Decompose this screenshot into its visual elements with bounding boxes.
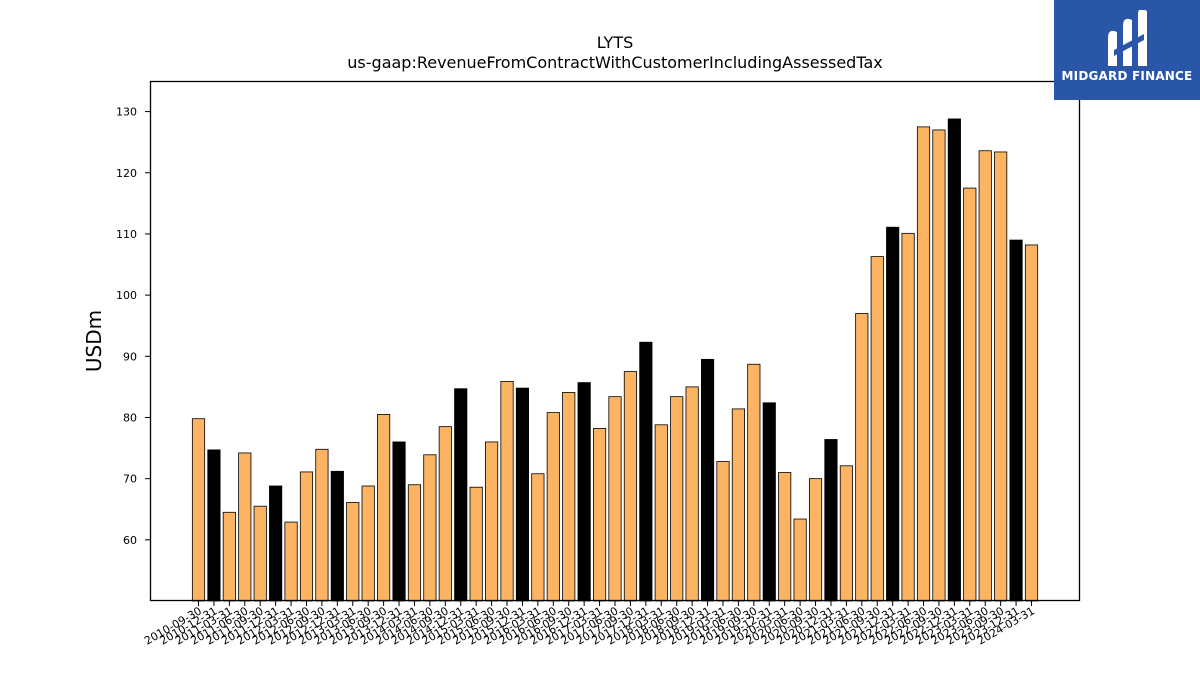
y-axis-ticks: 60 70 80 90 100 110 120 130 <box>116 106 150 547</box>
bar-2016-09-30 <box>562 391 576 602</box>
bar-2023-03-31 <box>963 187 977 602</box>
bar-2013-12-31 <box>392 441 406 602</box>
y-axis-label: USDm <box>82 310 106 372</box>
y-tick-label: 130 <box>116 106 137 119</box>
bar-2017-06-30 <box>608 396 622 602</box>
y-tick-label: 110 <box>116 228 137 241</box>
bar-2015-03-31 <box>469 486 483 602</box>
bar-2017-09-30 <box>623 371 638 602</box>
bar-2011-09-30 <box>253 505 267 602</box>
bar-2020-06-30 <box>793 518 807 602</box>
bar-2013-09-30 <box>377 414 391 602</box>
bar-2011-03-31 <box>222 511 236 602</box>
bar-2019-06-30 <box>731 408 745 602</box>
bar-2021-09-30 <box>870 256 884 602</box>
bar-2015-12-31 <box>515 387 530 602</box>
bar-2016-12-31 <box>577 382 591 602</box>
bar-2020-09-30 <box>808 478 823 602</box>
chart-title: LYTS <box>597 33 634 52</box>
bar-2011-06-30 <box>238 452 252 602</box>
bar-2020-12-31 <box>824 439 838 602</box>
bar-2010-09-30 <box>191 418 206 602</box>
bar-2021-06-30 <box>855 313 869 602</box>
bar-2019-03-31 <box>716 461 730 602</box>
bar-2013-03-31 <box>346 502 360 602</box>
bar-2014-09-30 <box>438 426 452 602</box>
bar-2022-12-31 <box>947 118 961 602</box>
bar-2016-06-30 <box>546 412 560 602</box>
bar-2018-06-30 <box>670 396 684 602</box>
bar-2021-12-31 <box>886 226 900 602</box>
y-tick-label: 90 <box>123 350 137 363</box>
bar-2015-06-30 <box>485 441 499 602</box>
bar-2018-12-31 <box>700 358 715 602</box>
bar-2010-12-31 <box>207 449 221 602</box>
bar-2020-03-31 <box>778 472 792 602</box>
y-tick-label: 120 <box>116 167 137 180</box>
bar-2012-12-31 <box>330 470 344 602</box>
bar-2016-03-31 <box>531 473 545 602</box>
y-tick-label: 60 <box>123 534 137 547</box>
bar-2014-03-31 <box>407 484 422 602</box>
bar-2023-12-31 <box>1009 239 1023 602</box>
bar-2019-09-30 <box>747 363 761 602</box>
chart-subtitle: us-gaap:RevenueFromContractWithCustomerI… <box>347 53 882 72</box>
brand-logo: MIDGARD FINANCE <box>1054 0 1200 100</box>
x-axis-ticks: 2010-09-302010-12-312011-03-312011-06-30… <box>142 601 1037 648</box>
bar-2023-06-30 <box>978 150 992 602</box>
bar-2018-03-31 <box>654 424 668 602</box>
bar-2017-03-31 <box>593 428 607 602</box>
y-tick-label: 70 <box>123 473 137 486</box>
midgard-logo-icon <box>1108 10 1147 66</box>
bar-series <box>191 118 1039 602</box>
bar-2019-12-31 <box>762 402 776 602</box>
bar-2011-12-31 <box>269 485 283 602</box>
bar-2018-09-30 <box>685 386 699 602</box>
bar-2014-12-31 <box>454 388 468 602</box>
bar-2022-03-31 <box>901 232 915 602</box>
plot-frame <box>149 80 1081 602</box>
bar-2017-12-31 <box>639 341 653 602</box>
bar-2022-06-30 <box>916 126 931 602</box>
bar-2024-03-31 <box>1024 244 1039 602</box>
y-tick-label: 80 <box>123 411 137 424</box>
bar-2023-09-30 <box>994 151 1008 602</box>
bar-2013-06-30 <box>361 485 375 602</box>
bar-2012-06-30 <box>299 471 314 602</box>
y-tick-label: 100 <box>116 289 137 302</box>
bar-2015-09-30 <box>500 380 514 602</box>
bar-2022-09-30 <box>932 129 946 602</box>
bar-2014-06-30 <box>423 454 437 602</box>
bar-2012-09-30 <box>315 448 329 602</box>
bar-2021-03-31 <box>839 465 853 602</box>
bar-2012-03-31 <box>284 521 298 602</box>
logo-text: MIDGARD FINANCE <box>1061 69 1193 83</box>
